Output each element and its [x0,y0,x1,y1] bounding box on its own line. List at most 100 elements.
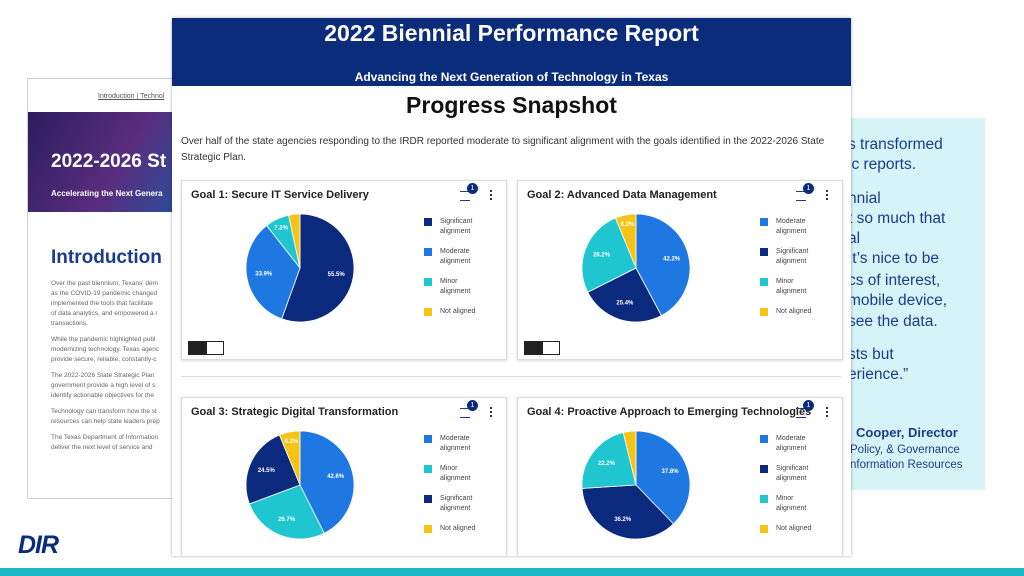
quote-line: al [848,230,861,247]
pie-slice [278,430,301,486]
legend-label: Minor alignment [440,465,471,482]
legend-label: Significant alignment [440,495,473,512]
table-view[interactable] [542,341,560,355]
legend-label: Not aligned [440,525,476,532]
data-label: 25.4% [616,301,634,307]
footer-bar [0,568,1024,576]
pie-slice [587,267,662,323]
report-subtitle: Advancing the Next Generation of Technol… [354,70,669,84]
filter-button[interactable] [796,408,806,418]
bar-view[interactable] [188,341,206,355]
bar-view[interactable] [524,341,542,355]
legend-swatch [424,435,432,443]
legend-label: Significant alignment [440,218,473,235]
data-label: 42.6% [327,474,345,480]
quote-org: nformation Resources [850,459,963,471]
report-screenshot: 2022 Biennial Performance Report Advanci… [172,18,851,556]
filter-button[interactable] [460,191,470,201]
report-title: 2022 Biennial Performance Report [324,20,699,46]
legend-swatch [760,435,768,443]
pie-slice [288,213,301,269]
pie: 42.6% 26.7% 24.5% 6.2% [245,430,355,540]
data-label: 6.2% [285,439,299,445]
chart-title: Goal 4: Proactive Approach to Emerging T… [527,406,812,418]
legend-swatch [424,525,432,533]
quote-line: cs of interest, [848,272,941,289]
quote-line: erience.” [848,366,909,383]
more-menu[interactable] [826,190,830,200]
filter-button[interactable] [460,408,470,418]
legend-label: Minor alignment [776,495,807,512]
legend-label: Minor alignment [776,278,807,295]
table-view[interactable] [206,341,224,355]
quote-line: ic reports. [848,156,917,173]
legend-label: Not aligned [776,308,812,315]
legend-swatch [760,248,768,256]
quote-line: It’s nice to be [848,250,940,267]
quote-line: t so much that [848,210,946,227]
legend-label: Moderate alignment [440,248,471,265]
logo: DIR [18,531,59,559]
quote-line: nnial [848,190,881,207]
chart-card: Goal 4: Proactive Approach to Emerging T… [517,397,843,556]
pie-slice [299,430,355,534]
pie-slice [245,224,301,320]
pie-slice [622,430,637,486]
pie-slice [581,484,675,540]
chart-card: Goal 2: Advanced Data Management 1 Moderat… [517,180,843,360]
more-menu[interactable] [490,190,494,200]
data-label: 22.2% [598,461,616,467]
legend-swatch [424,465,432,473]
legend-swatch [424,308,432,316]
more-menu[interactable] [826,407,830,417]
legend-label: Not aligned [776,525,812,532]
legend-label: Moderate alignment [776,435,807,452]
pie-slice [281,213,355,323]
pie-slice [635,430,691,525]
data-label: 26.2% [593,253,611,259]
quote-line: see the data. [848,313,938,330]
legend-swatch [760,278,768,286]
legend-swatch [760,465,768,473]
banner-subtitle: Accelerating the Next Genera [51,189,163,198]
pie-slice [581,432,637,489]
filter-badge: 1 [467,400,478,411]
paragraph: The Texas Department of Information deli… [51,434,159,451]
quote-author: Cooper, Director [856,425,958,440]
data-label: 7.2% [274,226,288,232]
quote-line: sts but [848,346,894,363]
paragraph: Technology can transform how the st reso… [51,408,160,425]
banner [28,112,176,212]
chart-title: Goal 3: Strategic Digital Transformation [191,406,399,418]
intro-text: Over half of the state agencies respondi… [181,136,825,163]
data-label: 42.2% [663,257,681,263]
background-page: Introduction | Technol 2022-2026 St Acce… [27,78,177,499]
pie-slice [614,213,637,269]
chart-card: Goal 1: Secure IT Service Delivery 1 Signi… [181,180,507,360]
pie-slice [248,484,325,540]
paragraph: Over the past biennium, Texans' dem as t… [51,280,158,327]
legend-label: Significant alignment [776,248,809,265]
pie-slice [581,217,637,293]
section-heading: Progress Snapshot [406,92,617,118]
paragraph: The 2022-2026 State Strategic Plan gover… [51,372,156,399]
data-label: 33.9% [255,271,273,277]
legend-label: Moderate alignment [440,435,471,452]
more-menu[interactable] [490,407,494,417]
nav: Introduction | Technol [98,93,165,100]
paragraphs: Over the past biennium, Texans' dem as t… [28,279,176,459]
filter-badge: 1 [803,183,814,194]
heading: Introduction [51,247,162,268]
legend-swatch [760,495,768,503]
data-label: 6.2% [621,222,635,228]
report-header [172,18,851,86]
pie-slice [635,213,691,317]
legend-label: Minor alignment [440,278,471,295]
legend-label: Not aligned [440,308,476,315]
chart-card: Goal 3: Strategic Digital Transformation… [181,397,507,556]
filter-button[interactable] [796,191,806,201]
legend-label: Significant alignment [776,465,809,482]
legend-label: Moderate alignment [776,218,807,235]
filter-badge: 1 [467,183,478,194]
chart-title: Goal 2: Advanced Data Management [527,189,717,201]
